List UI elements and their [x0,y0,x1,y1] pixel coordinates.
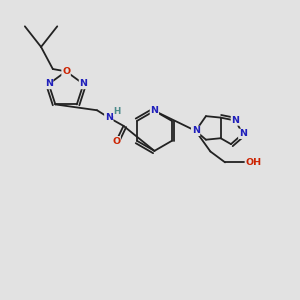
Text: O: O [62,67,70,76]
Text: N: N [231,116,239,125]
Text: N: N [80,80,87,88]
Text: O: O [112,137,120,146]
Text: N: N [192,126,200,135]
Text: H: H [113,106,121,116]
Text: OH: OH [246,158,262,167]
Text: N: N [239,129,247,138]
Text: N: N [105,113,113,122]
Text: N: N [150,106,158,115]
Text: N: N [45,80,53,88]
